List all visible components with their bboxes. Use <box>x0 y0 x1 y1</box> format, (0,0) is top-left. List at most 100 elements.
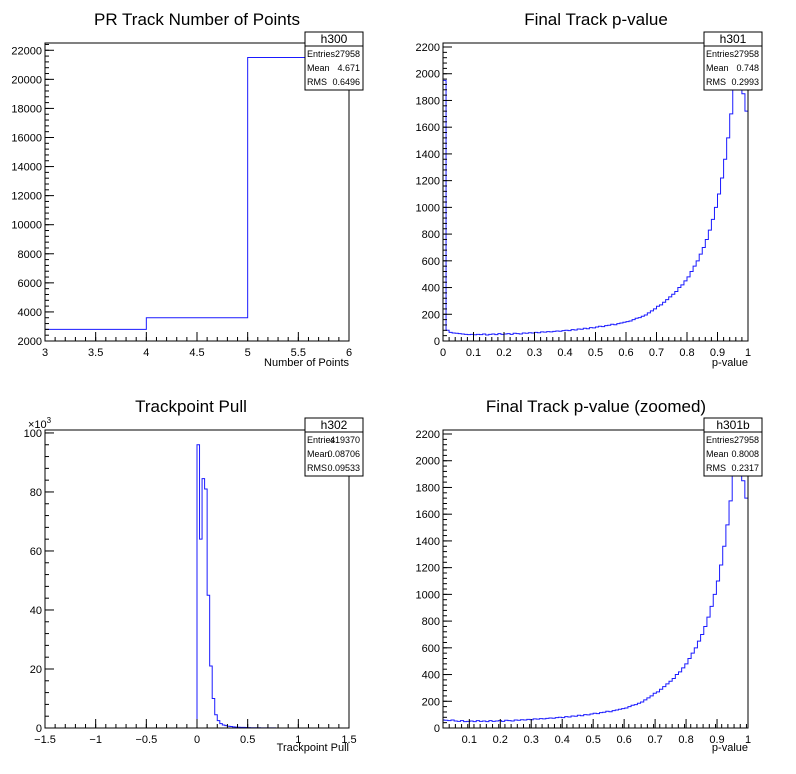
stats-box: h301 Entries 27958 Mean 0.748 RMS 0.2993 <box>703 31 763 91</box>
x-tick-label: 0.7 <box>647 734 662 746</box>
x-tick-label: 0.4 <box>555 734 570 746</box>
x-axis-title: p-value <box>712 742 748 754</box>
y-tick-label: 1200 <box>416 563 440 575</box>
plot-frame <box>442 42 749 342</box>
x-tick-label: 0.3 <box>527 347 542 359</box>
y-tick-label: 0 <box>434 336 440 348</box>
stats-box: h301b Entries 27958 Mean 0.8008 RMS 0.2317 <box>703 417 763 477</box>
panel-final-track-pvalue-zoomed: Final Track p-value (zoomed) 0.1 0.2 0.3 0.… <box>416 397 763 754</box>
y-tick-label: 12000 <box>11 191 42 203</box>
stats-label: Entries <box>307 49 336 59</box>
stats-label: RMS <box>706 463 726 473</box>
y-tick-label: 1400 <box>416 536 440 548</box>
y-tick-label: 200 <box>422 309 440 321</box>
histogram-outline <box>442 42 749 341</box>
histogram-series <box>442 429 749 728</box>
x-tick-label: 0.1 <box>462 734 477 746</box>
stats-label: Mean <box>307 63 330 73</box>
stats-histogram-name: h302 <box>321 418 348 432</box>
y-tick-label: 6000 <box>18 278 42 290</box>
x-tick-label: 0.9 <box>710 347 725 359</box>
y-tick-label: 14000 <box>11 162 42 174</box>
y-tick-label: 0 <box>36 723 42 735</box>
stats-histogram-name: h301b <box>716 418 750 432</box>
y-multiplier-exponent: 3 <box>47 416 52 425</box>
y-tick-label: 8000 <box>18 249 42 261</box>
stats-box-frame <box>304 31 364 91</box>
x-tick-label: 1 <box>295 734 301 746</box>
stats-label: Entries <box>706 435 735 445</box>
y-tick-label: 400 <box>422 283 440 295</box>
y-tick-label: 1800 <box>416 95 440 107</box>
chart-title: Final Track p-value (zoomed) <box>486 397 706 416</box>
y-tick-label: 20 <box>30 664 42 676</box>
x-axis: 3 3.5 4 4.5 5 5.5 6 <box>42 332 352 359</box>
histogram-outline <box>442 429 749 728</box>
y-tick-label: 200 <box>422 696 440 708</box>
stats-label: RMS <box>706 77 726 87</box>
chart-title: Final Track p-value <box>524 10 668 29</box>
chart-title: PR Track Number of Points <box>94 10 300 29</box>
stats-label: RMS <box>307 463 327 473</box>
stats-histogram-name: h300 <box>321 32 348 46</box>
stats-value: 0.08706 <box>327 449 360 459</box>
y-tick-label: 18000 <box>11 103 42 115</box>
y-tick-label: 10000 <box>11 220 42 232</box>
y-tick-label: 400 <box>422 670 440 682</box>
y-multiplier-base: ×10 <box>28 419 47 431</box>
y-tick-label: 2000 <box>416 456 440 468</box>
y-tick-label: 20000 <box>11 74 42 86</box>
plot-frame <box>44 42 350 342</box>
x-tick-label: 5 <box>245 347 251 359</box>
histogram-series <box>44 57 350 341</box>
x-tick-label: 4.5 <box>189 347 204 359</box>
stats-value: 0.2993 <box>731 77 759 87</box>
y-tick-label: 40 <box>30 605 42 617</box>
x-tick-label: −1.5 <box>34 734 56 746</box>
x-tick-label: 0.3 <box>524 734 539 746</box>
y-tick-label: 1000 <box>416 202 440 214</box>
y-tick-label: 1800 <box>416 482 440 494</box>
y-tick-label: 2200 <box>416 429 440 441</box>
stats-box-frame <box>703 31 763 91</box>
x-tick-label: 0.5 <box>588 347 603 359</box>
y-axis: 0 200 400 600 800 1000 1200 1400 1600 1800 2000 220… <box>416 42 452 348</box>
stats-value: 27958 <box>734 49 759 59</box>
x-tick-label: 1 <box>745 734 751 746</box>
stats-label: Entries <box>307 435 336 445</box>
x-tick-label: 0 <box>194 734 200 746</box>
panel-trackpoint-pull: Trackpoint Pull −1.5 −1 −0.5 0 0.5 1 1.5 0 20 40… <box>24 397 364 754</box>
y-tick-label: 1200 <box>416 176 440 188</box>
x-tick-label: 0.5 <box>586 734 601 746</box>
stats-value: 0.2317 <box>731 463 759 473</box>
chart-title: Trackpoint Pull <box>135 397 247 416</box>
panel-final-track-pvalue: Final Track p-value 0 0.1 0.2 0.3 0.4 0.5 0.6 0… <box>416 10 763 369</box>
stats-value: 27958 <box>734 435 759 445</box>
y-tick-label: 22000 <box>11 45 42 57</box>
x-tick-label: 3 <box>42 347 48 359</box>
stats-value: 0.748 <box>736 63 759 73</box>
x-tick-label: 6 <box>346 347 352 359</box>
x-tick-label: 0.4 <box>557 347 572 359</box>
y-tick-label: 2000 <box>18 336 42 348</box>
x-tick-label: 0.9 <box>709 734 724 746</box>
stats-box-frame <box>703 417 763 477</box>
x-axis-title: Trackpoint Pull <box>277 742 349 754</box>
stats-value: 0.09533 <box>327 463 360 473</box>
x-tick-label: 0.8 <box>678 734 693 746</box>
y-tick-label: 1000 <box>416 589 440 601</box>
y-tick-label: 80 <box>30 487 42 499</box>
stats-histogram-name: h301 <box>720 32 747 46</box>
panel-pr-track-points: PR Track Number of Points 3 3.5 4 4.5 5 5.5 6 … <box>11 10 364 369</box>
x-axis-title: p-value <box>712 357 748 369</box>
x-tick-label: −1 <box>89 734 102 746</box>
y-axis: 2000 4000 6000 8000 10000 12000 14000 16000 1800… <box>11 43 54 348</box>
x-tick-label: 0.8 <box>679 347 694 359</box>
y-tick-label: 4000 <box>18 307 42 319</box>
y-tick-label: 100 <box>24 428 42 440</box>
stats-box: h300 Entries 27958 Mean 4.671 RMS 0.6496 <box>304 31 364 91</box>
x-tick-label: 0.1 <box>466 347 481 359</box>
x-tick-label: 0.2 <box>493 734 508 746</box>
stats-label: RMS <box>307 77 327 87</box>
